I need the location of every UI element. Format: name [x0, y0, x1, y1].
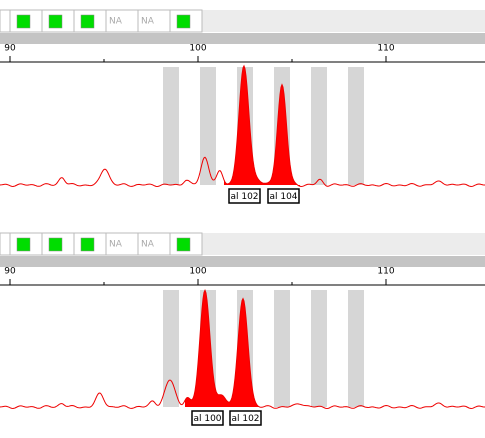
status-cell — [0, 9, 11, 33]
status-ok — [16, 14, 31, 29]
allele-label: al 104 — [269, 192, 297, 202]
allele-box — [267, 188, 300, 204]
allele-label: al 102 — [231, 414, 259, 424]
allele-box — [191, 410, 224, 426]
panel: NA NA 90 100 110 al 100 al 102 — [0, 232, 485, 426]
status-ok — [80, 237, 95, 252]
ruler-label: 100 — [189, 267, 206, 277]
status-ok — [80, 14, 95, 29]
allele-label: al 102 — [230, 192, 258, 202]
allele-bin — [348, 67, 364, 185]
status-ok — [16, 237, 31, 252]
status-na: NA — [141, 17, 155, 27]
status-cell — [0, 232, 11, 256]
allele-label: al 100 — [193, 414, 221, 424]
trace — [0, 289, 485, 410]
allele-bin — [163, 67, 179, 185]
ruler-label: 110 — [377, 267, 394, 277]
ruler-label: 110 — [377, 44, 394, 54]
status-ok — [176, 14, 191, 29]
ruler-label: 100 — [189, 44, 206, 54]
allele-box — [229, 410, 262, 426]
trace — [0, 64, 485, 188]
allele-bin — [348, 290, 364, 407]
status-ok — [48, 237, 63, 252]
peak-fill — [185, 290, 225, 407]
allele-bin — [163, 290, 179, 407]
peak-fill — [223, 298, 263, 408]
ruler-label: 90 — [4, 44, 16, 54]
allele-box — [228, 188, 261, 204]
allele-bin — [311, 290, 327, 407]
header-strip — [0, 33, 485, 44]
peak-fill — [264, 84, 300, 187]
ruler-label: 90 — [4, 267, 16, 277]
allele-bin — [274, 290, 290, 407]
status-ok — [48, 14, 63, 29]
peak-fill — [224, 65, 264, 185]
panel: NA NA 90 100 110 al 102 al 104 — [0, 9, 485, 204]
status-na: NA — [109, 17, 123, 27]
status-ok — [176, 237, 191, 252]
status-na: NA — [109, 240, 123, 250]
header-strip — [0, 256, 485, 267]
status-na: NA — [141, 240, 155, 250]
allele-bin — [311, 67, 327, 185]
allele-bin — [200, 67, 216, 185]
